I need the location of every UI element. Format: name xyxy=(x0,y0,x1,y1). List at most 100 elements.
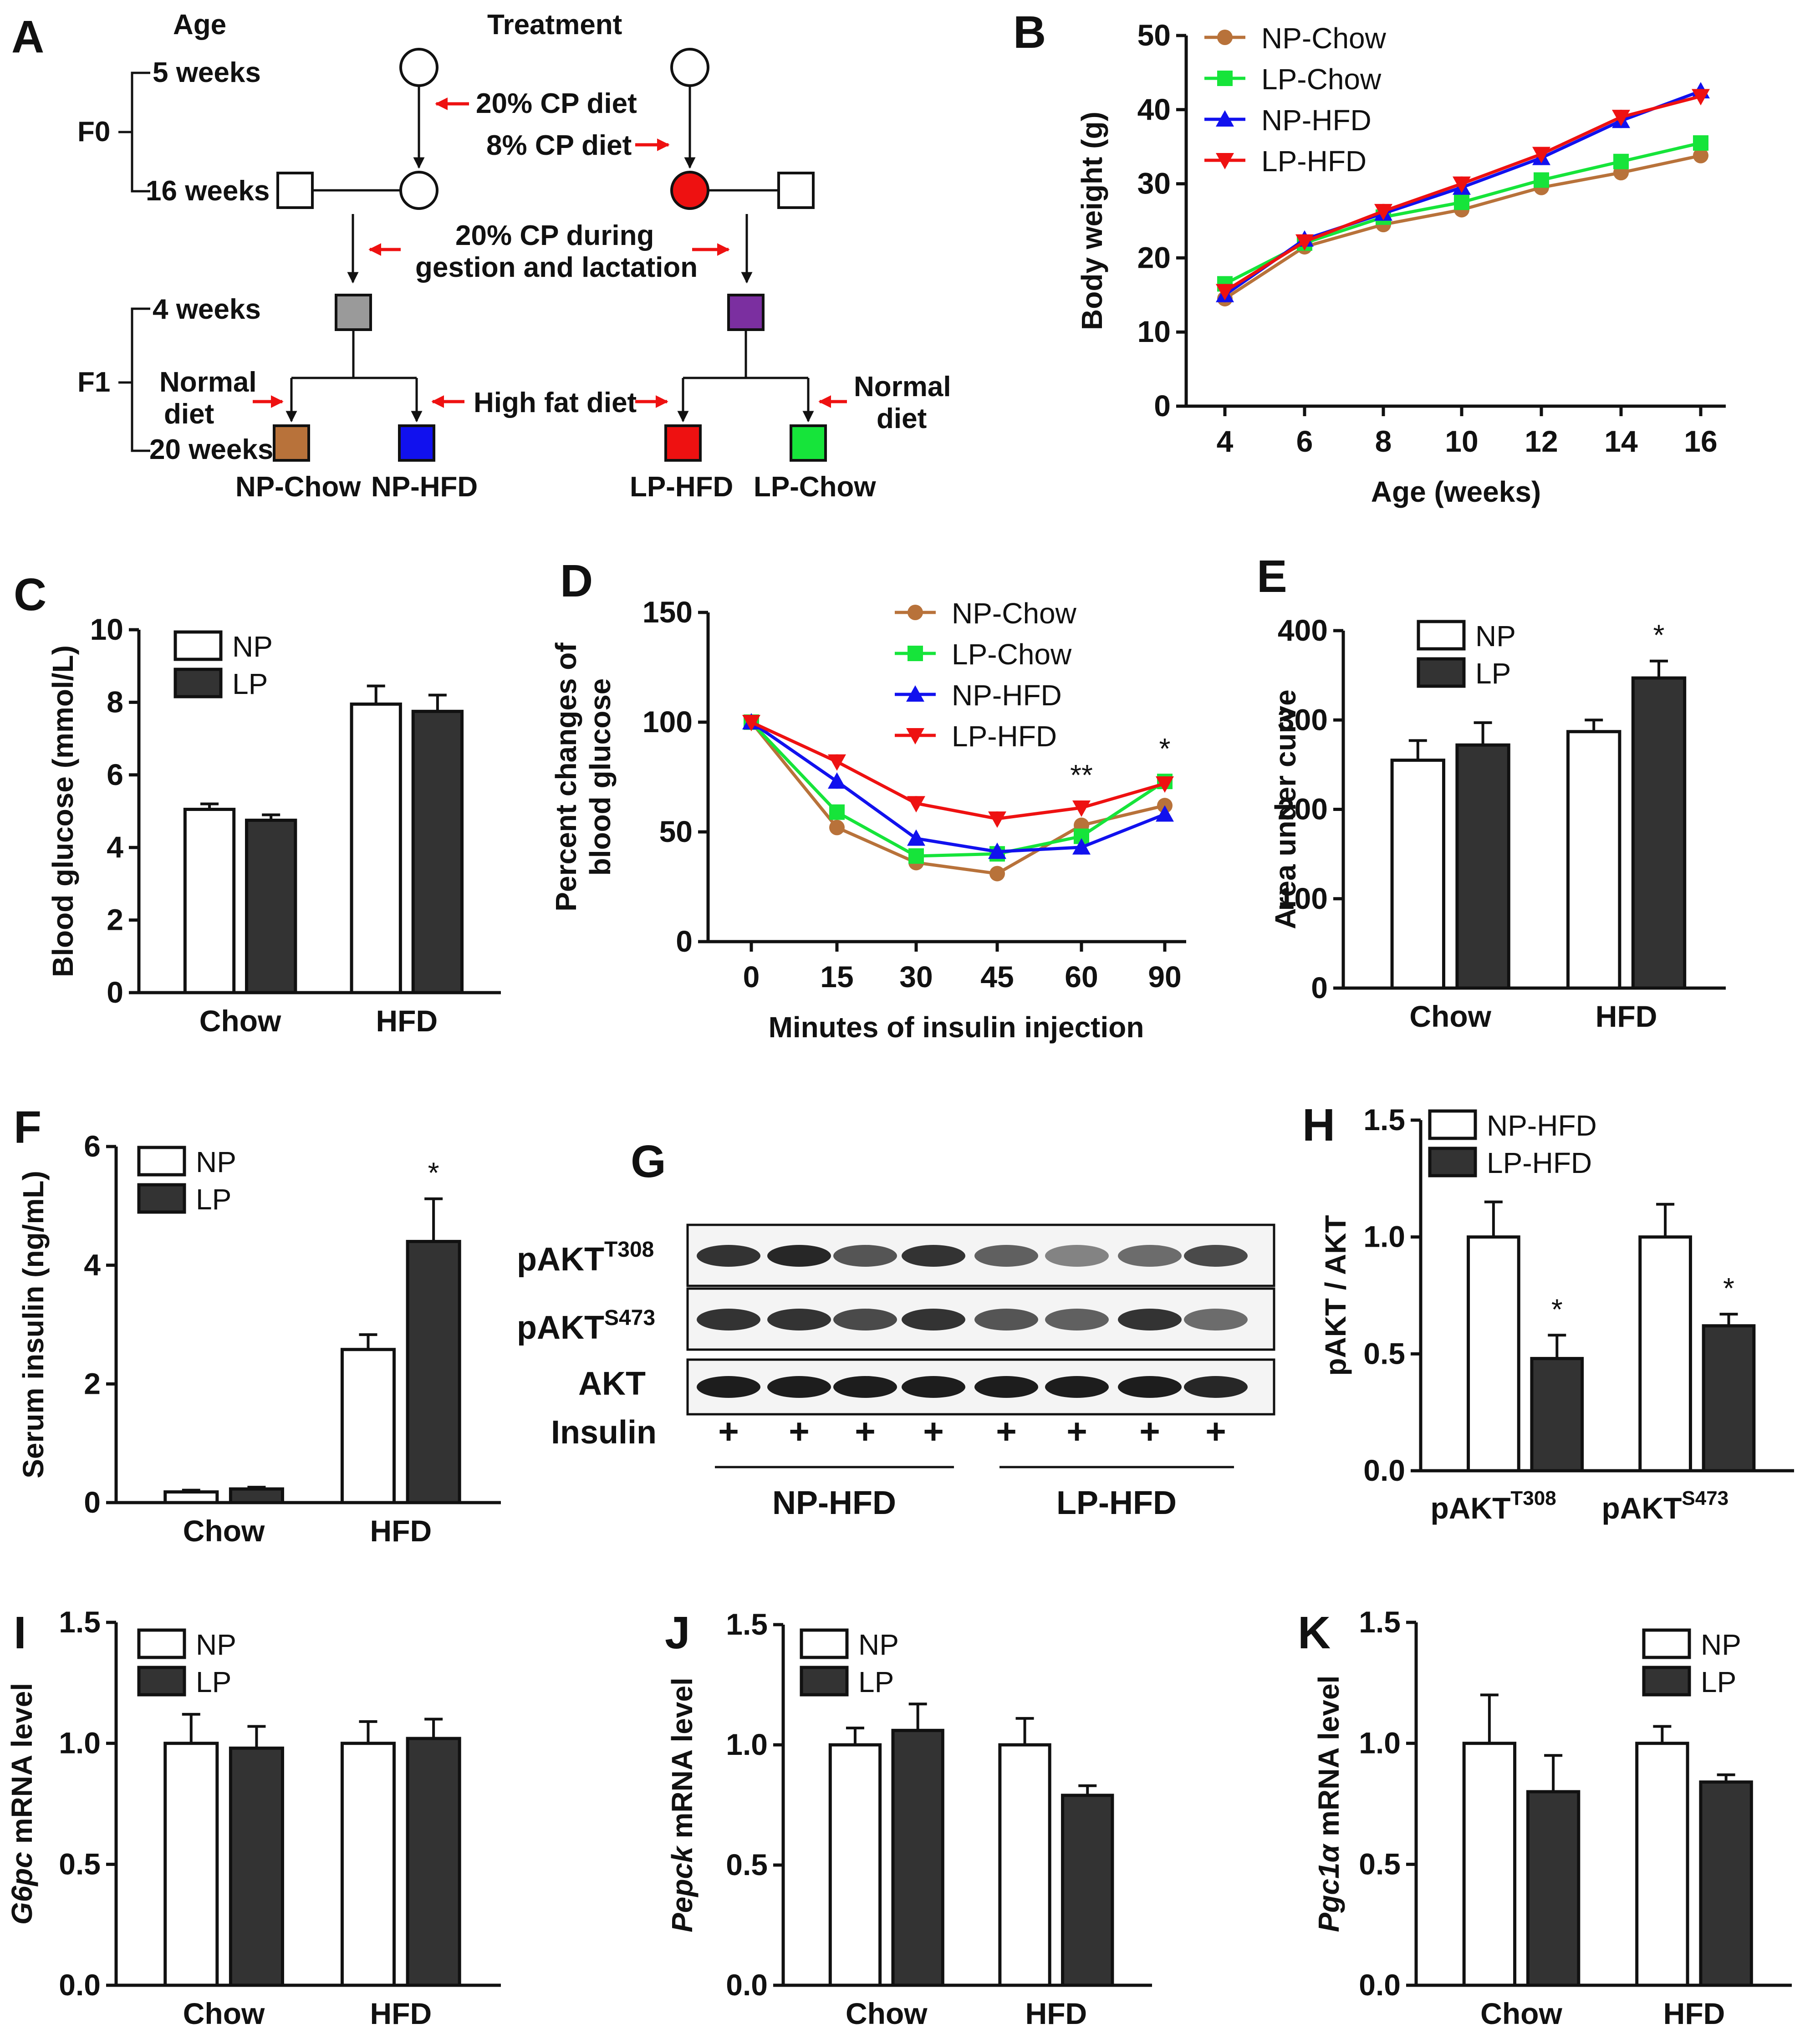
data-point-lp-chow xyxy=(1693,135,1708,151)
panel-f-serum-insulin-chart: F 0 2 4 6 Chow HFD * NP LP Serum insulin (ng/mL) xyxy=(14,1102,501,1548)
legend-swatch xyxy=(173,630,223,661)
gestation-label-line1: 20% CP during xyxy=(455,220,654,251)
data-point-np-hfd xyxy=(828,772,846,789)
blot-group-lp-hfd: LP-HFD xyxy=(1056,1485,1177,1521)
bar-lp-0 xyxy=(891,1728,944,1987)
legend-marker xyxy=(1216,153,1234,169)
data-point-np-hfd xyxy=(1156,805,1174,822)
panel-g-western-blot: G pAKTT308 pAKTS473 AKT Insulin + + + + + + + +… xyxy=(517,1136,1275,1521)
series-line-np-hfd xyxy=(750,721,1166,853)
x-tick-label: 30 xyxy=(899,960,933,994)
y-tick-label: 0 xyxy=(107,975,123,1009)
age-4-weeks-label: 4 weeks xyxy=(153,294,261,325)
band-pakt-t308 xyxy=(697,1245,760,1267)
data-point-lp-hfd xyxy=(1295,234,1314,251)
data-point-lp-hfd xyxy=(988,811,1006,828)
x-category-label: Chow xyxy=(1480,1997,1562,2030)
panel-a-schematic: A Age Treatment F0 5 weeks 16 weeks 20% … xyxy=(11,9,951,503)
data-point-lp-hfd xyxy=(828,754,846,771)
band-pakt-t308 xyxy=(1184,1245,1248,1267)
f0-male-right xyxy=(777,172,815,209)
legend-marker xyxy=(1217,30,1233,45)
legend-marker xyxy=(906,685,924,702)
age-5-weeks-label: 5 weeks xyxy=(153,57,261,88)
legend-swatch xyxy=(1642,1666,1691,1697)
group-np-chow-label: NP-Chow xyxy=(235,471,361,503)
legend-swatch xyxy=(137,1146,186,1177)
legend-marker xyxy=(906,728,924,744)
x-tick-label: 16 xyxy=(1684,424,1717,458)
legend-marker xyxy=(1216,110,1234,127)
y-tick-label: 150 xyxy=(642,595,693,629)
legend-swatch xyxy=(1428,1147,1477,1177)
x-tick-label: 12 xyxy=(1525,424,1558,458)
band-pakt-t308 xyxy=(902,1245,965,1267)
x-category-label: Chow xyxy=(183,1997,265,2030)
legend-swatch xyxy=(800,1628,849,1659)
band-pakt-s473 xyxy=(902,1309,965,1330)
legend-swatch xyxy=(1428,1109,1477,1140)
legend-label-lp-hfd: LP-HFD xyxy=(1261,145,1366,178)
legend-label-np: NP xyxy=(196,1146,236,1178)
significance-mark: * xyxy=(1159,732,1171,765)
f0-female-lp-5w xyxy=(670,48,709,87)
blot-row-label-insulin: Insulin xyxy=(551,1414,657,1451)
band-akt xyxy=(697,1376,760,1398)
x-category-label: Chow xyxy=(199,1004,281,1038)
x-category-label: HFD xyxy=(1025,1997,1087,2030)
data-point-lp-hfd xyxy=(1612,110,1630,127)
blot-group-np-hfd: NP-HFD xyxy=(772,1485,896,1521)
legend-swatch xyxy=(1417,657,1466,688)
y-tick-label: 100 xyxy=(1278,882,1328,915)
insulin-plus-mark: + xyxy=(718,1411,739,1451)
y-axis-label: Body weight (g) xyxy=(1076,112,1108,330)
band-pakt-s473 xyxy=(1045,1309,1109,1330)
data-point-lp-hfd xyxy=(907,796,925,813)
y-tick-label: 6 xyxy=(107,758,123,791)
bar-np-0 xyxy=(163,1742,219,1987)
y-tick-label: 50 xyxy=(1137,18,1171,52)
x-tick-label: 60 xyxy=(1065,960,1098,994)
band-pakt-s473 xyxy=(1118,1309,1182,1330)
band-pakt-s473 xyxy=(833,1309,897,1330)
bar-np-hfd-0 xyxy=(1467,1235,1520,1473)
diet-8cp-label: 8% CP diet xyxy=(486,130,632,161)
bar-np-0 xyxy=(183,808,236,994)
y-tick-label: 0 xyxy=(84,1485,101,1519)
x-tick-label: 4 xyxy=(1217,424,1234,458)
legend-swatch xyxy=(137,1628,186,1659)
legend-label-np-hfd: NP-HFD xyxy=(952,679,1062,712)
band-akt xyxy=(1045,1376,1109,1398)
bar-lp-1 xyxy=(411,709,464,994)
panel-k-pgc1a-chart: K 0.0 0.5 1.0 1.5 Chow HFD NP LP Pgc1α mRNA level xyxy=(1298,1605,1792,2030)
y-tick-label: 1.0 xyxy=(1363,1220,1405,1254)
band-pakt-s473 xyxy=(1184,1309,1248,1330)
data-point-lp-hfd xyxy=(1374,204,1392,220)
group-lp-hfd-box xyxy=(664,424,702,462)
band-akt xyxy=(974,1376,1038,1398)
group-np-hfd-box xyxy=(398,424,435,462)
group-lp-hfd-label: LP-HFD xyxy=(630,471,733,503)
y-axis-label: Pgc1α mRNA level xyxy=(1312,1676,1345,1932)
bar-lp-1 xyxy=(1631,676,1687,990)
legend-marker xyxy=(1217,71,1233,86)
legend-label-np-chow: NP-Chow xyxy=(952,597,1077,630)
f0-female-lp-16w xyxy=(670,171,709,210)
legend-label-lp: LP xyxy=(1475,657,1511,690)
legend-label-lp: LP xyxy=(196,1183,231,1216)
legend-swatch xyxy=(1642,1628,1691,1659)
y-tick-label: 100 xyxy=(642,705,693,739)
y-axis-label: Serum insulin (ng/mL) xyxy=(17,1171,50,1478)
band-pakt-t308 xyxy=(1045,1245,1109,1267)
band-pakt-t308 xyxy=(833,1245,897,1267)
bar-np-1 xyxy=(340,1348,396,1504)
data-point-np-chow xyxy=(989,866,1005,882)
x-category-label: HFD xyxy=(376,1004,438,1038)
significance-mark: * xyxy=(428,1157,439,1189)
legend-label-np: NP xyxy=(232,630,273,663)
y-tick-label: 4 xyxy=(107,830,123,864)
bar-lp-0 xyxy=(245,818,297,994)
bar-np-0 xyxy=(828,1743,882,1987)
f1-bracket xyxy=(131,307,150,452)
